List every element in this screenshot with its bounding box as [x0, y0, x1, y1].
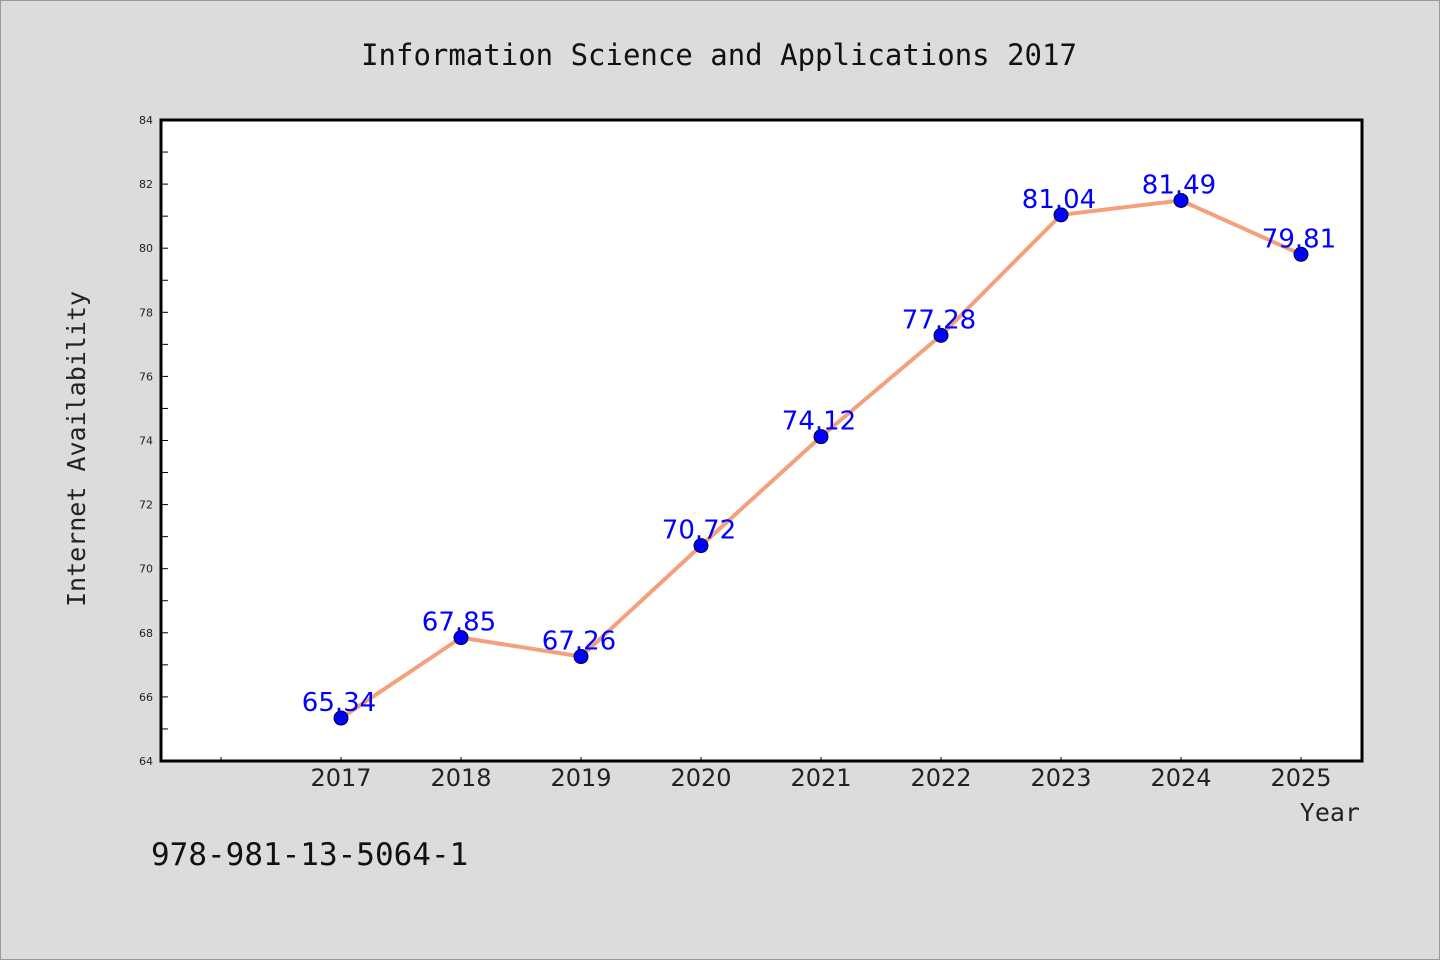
x-tick-label: 2022: [910, 764, 971, 792]
data-point: [933, 327, 949, 343]
plot-area: [159, 118, 1364, 763]
isbn-text: 978-981-13-5064-1: [151, 837, 468, 873]
x-tick-label: 2017: [310, 764, 371, 792]
y-tick-label: 70: [139, 563, 153, 576]
x-tick-label: 2020: [670, 764, 731, 792]
data-label: 81.04: [1022, 185, 1096, 215]
y-tick-label: 66: [139, 691, 153, 704]
data-label: 65.34: [302, 688, 376, 718]
data-label: 70.72: [662, 516, 736, 546]
y-tick-label: 84: [139, 114, 153, 127]
y-tick-label: 68: [139, 627, 153, 640]
data-label: 67.85: [422, 608, 496, 638]
x-tick-label: 2023: [1030, 764, 1091, 792]
x-tick-label: 2021: [790, 764, 851, 792]
y-axis-title: Internet Availability: [62, 291, 91, 607]
x-tick-label: 2018: [430, 764, 491, 792]
y-tick-label: 78: [139, 306, 153, 319]
x-axis-title: Year: [1300, 798, 1360, 827]
data-point: [333, 710, 349, 726]
data-point: [693, 538, 709, 554]
data-label: 77.28: [902, 305, 976, 335]
data-label: 81.49: [1142, 170, 1216, 200]
x-tick-label: 2025: [1270, 764, 1331, 792]
y-tick-label: 82: [139, 178, 153, 191]
data-point: [573, 649, 589, 665]
y-tick-label: 74: [139, 435, 153, 448]
y-tick-label: 72: [139, 499, 153, 512]
x-axis: 2017 2018 2019 2020 2021 2022 2023 2024 2025: [220, 757, 1332, 792]
data-point: [813, 429, 829, 445]
y-tick-label: 64: [139, 755, 153, 768]
x-tick-label: 2024: [1150, 764, 1211, 792]
y-tick-label: 76: [139, 370, 153, 383]
chart-title: Information Science and Applications 201…: [361, 38, 1077, 72]
y-axis: 64 66 68 70 72 74 76 78 80 82 84: [139, 114, 168, 768]
data-point: [1053, 207, 1069, 223]
data-point: [1293, 246, 1309, 262]
y-tick-label: 80: [139, 242, 153, 255]
data-label: 79.81: [1262, 224, 1336, 254]
data-label: 74.12: [782, 407, 856, 437]
series-layer: 65.34 67.85 67.26 70.72 74.12 77.28 81.04 81.49…: [302, 170, 1336, 726]
x-tick-label: 2019: [550, 764, 611, 792]
data-point: [453, 630, 469, 646]
data-point: [1173, 192, 1189, 208]
data-label: 67.26: [542, 627, 616, 657]
